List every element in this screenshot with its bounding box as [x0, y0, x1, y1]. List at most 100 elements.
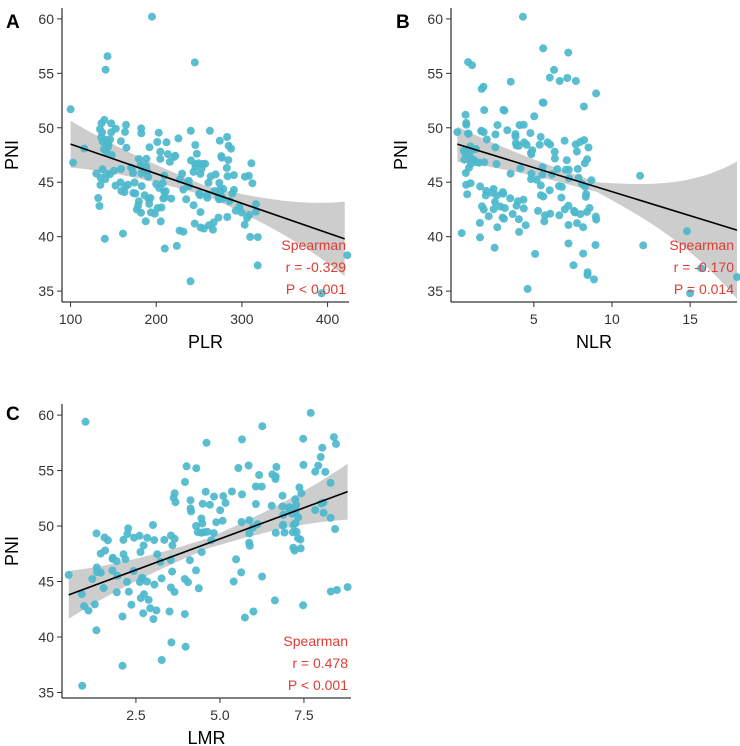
- data-point: [227, 487, 236, 496]
- data-point: [117, 165, 125, 173]
- data-point: [519, 204, 528, 213]
- data-point: [179, 185, 188, 194]
- data-point: [564, 221, 573, 229]
- data-point: [134, 201, 143, 210]
- data-point: [100, 533, 109, 542]
- data-point: [99, 584, 108, 593]
- data-point: [124, 524, 133, 533]
- data-point: [317, 289, 326, 298]
- x-axis-title: LMR: [187, 728, 225, 746]
- data-point: [285, 503, 294, 512]
- x-tick-label: 100: [59, 311, 83, 327]
- data-point: [123, 577, 131, 586]
- data-point: [153, 204, 162, 213]
- data-point: [545, 186, 554, 195]
- data-point: [163, 150, 172, 159]
- data-point: [198, 519, 207, 528]
- data-point: [562, 156, 571, 165]
- data-point: [96, 568, 105, 577]
- data-point: [170, 534, 179, 543]
- data-point: [181, 642, 190, 651]
- data-point: [192, 149, 201, 158]
- data-point: [343, 251, 352, 260]
- data-point: [583, 268, 592, 277]
- data-point: [199, 224, 208, 233]
- y-tick-label: 45: [38, 574, 54, 590]
- data-point: [120, 188, 129, 197]
- data-point: [512, 201, 521, 210]
- data-point: [475, 218, 484, 227]
- data-point: [569, 261, 578, 270]
- y-axis-title: PNI: [2, 536, 22, 566]
- data-point: [534, 206, 542, 215]
- data-point: [219, 492, 228, 501]
- data-point: [122, 120, 130, 129]
- data-point: [503, 126, 512, 135]
- data-point: [116, 137, 125, 146]
- data-point: [255, 471, 264, 479]
- data-point: [223, 213, 232, 221]
- data-point: [112, 557, 121, 566]
- data-point: [180, 610, 189, 619]
- data-point: [212, 518, 221, 527]
- data-point: [482, 186, 491, 195]
- data-point: [515, 227, 524, 236]
- data-point: [167, 638, 176, 647]
- data-point: [515, 121, 524, 130]
- data-point: [464, 129, 472, 138]
- data-point: [160, 244, 169, 253]
- data-point: [587, 176, 596, 185]
- data-point: [546, 209, 555, 218]
- stat-method: Spearman: [669, 237, 734, 253]
- data-point: [268, 470, 277, 479]
- data-point: [557, 182, 566, 191]
- data-point: [245, 529, 254, 538]
- y-tick-label: 40: [427, 229, 443, 245]
- data-point: [224, 141, 233, 150]
- data-point: [555, 211, 564, 220]
- data-point: [228, 189, 237, 198]
- data-point: [490, 243, 499, 252]
- data-point: [245, 516, 254, 525]
- data-point: [468, 61, 476, 70]
- data-point: [592, 89, 601, 98]
- data-point: [244, 461, 253, 470]
- data-point: [511, 139, 520, 148]
- data-point: [191, 162, 200, 171]
- y-tick-label: 45: [38, 174, 54, 190]
- data-point: [102, 148, 111, 157]
- data-point: [198, 160, 207, 168]
- data-point: [166, 583, 175, 592]
- data-point: [258, 422, 267, 431]
- data-point: [80, 602, 89, 611]
- data-point: [130, 178, 139, 187]
- data-point: [160, 535, 169, 544]
- data-point: [491, 197, 499, 206]
- data-point: [343, 583, 352, 592]
- data-point: [229, 577, 238, 586]
- data-point: [238, 490, 246, 499]
- data-point: [153, 138, 162, 146]
- data-point: [580, 159, 589, 168]
- data-point: [206, 172, 215, 181]
- data-point: [145, 143, 154, 152]
- panel-label: C: [6, 404, 20, 425]
- data-point: [272, 462, 281, 471]
- data-point: [203, 527, 212, 536]
- stat-r-value: r = -0.329: [286, 259, 347, 275]
- data-point: [192, 522, 201, 530]
- data-point: [523, 284, 532, 293]
- data-point: [153, 550, 162, 559]
- data-point: [316, 453, 325, 461]
- data-point: [222, 163, 231, 172]
- data-point: [136, 548, 145, 556]
- data-point: [332, 586, 341, 594]
- data-point: [146, 604, 155, 613]
- data-point: [573, 164, 582, 173]
- data-point: [77, 590, 86, 599]
- data-point: [69, 158, 78, 167]
- data-point: [493, 191, 501, 200]
- data-point: [539, 44, 548, 53]
- stat-r-value: r = 0.478: [292, 655, 348, 671]
